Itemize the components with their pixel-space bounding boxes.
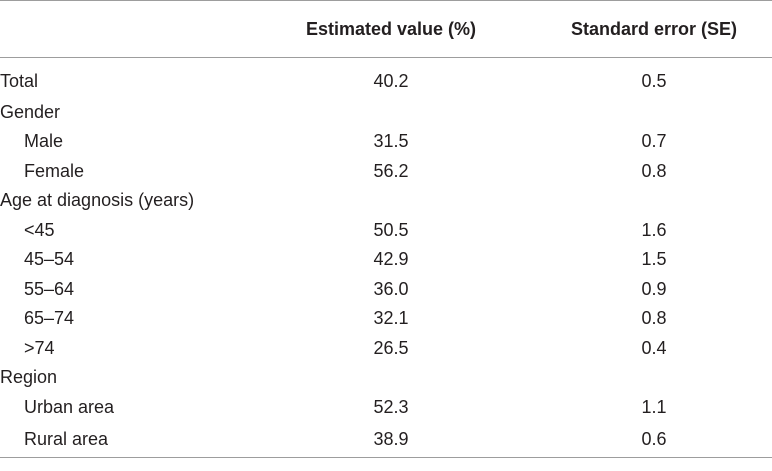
row-label: Male — [24, 131, 64, 152]
row-se: 0.8 — [641, 160, 667, 181]
row-se: 1.5 — [641, 249, 667, 270]
table-row: Gender — [0, 98, 772, 128]
table-row: <45 50.5 1.6 — [0, 216, 772, 246]
table-row: 65–74 32.1 0.8 — [0, 304, 772, 334]
row-estimate — [246, 363, 536, 393]
table-row: 45–54 42.9 1.5 — [0, 245, 772, 275]
row-label: Region — [0, 367, 58, 388]
estimates-table: Estimated value (%) Standard error (SE) … — [0, 0, 772, 458]
row-label: <45 — [24, 219, 55, 240]
row-label: 45–54 — [24, 249, 75, 270]
row-label: Total — [0, 71, 39, 92]
row-se: 1.6 — [641, 219, 667, 240]
row-se: 0.5 — [641, 71, 667, 92]
table-row: Female 56.2 0.8 — [0, 157, 772, 187]
row-estimate: 31.5 — [373, 131, 409, 152]
header-row: Estimated value (%) Standard error (SE) — [0, 0, 772, 58]
table-row: Total 40.2 0.5 — [0, 58, 772, 98]
table-row: Male 31.5 0.7 — [0, 127, 772, 157]
row-estimate — [246, 98, 536, 128]
row-label: Female — [24, 160, 85, 181]
table-body: Total 40.2 0.5 Gender Male 31.5 0.7 Fema… — [0, 58, 772, 458]
row-estimate: 40.2 — [373, 71, 409, 92]
row-se — [536, 98, 772, 128]
header-standard-error: Standard error (SE) — [536, 0, 772, 58]
table-row: >74 26.5 0.4 — [0, 334, 772, 364]
row-se: 0.6 — [536, 422, 772, 458]
row-se: 1.1 — [641, 396, 667, 417]
row-estimate: 32.1 — [373, 308, 409, 329]
row-estimate — [246, 186, 536, 216]
table-header: Estimated value (%) Standard error (SE) — [0, 0, 772, 58]
row-estimate: 52.3 — [373, 396, 409, 417]
row-estimate: 50.5 — [373, 219, 409, 240]
row-se — [536, 186, 772, 216]
table-row: Age at diagnosis (years) — [0, 186, 772, 216]
row-label: Age at diagnosis (years) — [0, 190, 195, 211]
row-se: 0.7 — [641, 131, 667, 152]
row-estimate: 56.2 — [373, 160, 409, 181]
header-label — [0, 0, 246, 58]
row-se: 0.4 — [641, 337, 667, 358]
row-label: Gender — [0, 101, 61, 122]
row-label: >74 — [24, 337, 55, 358]
row-label: Rural area — [0, 422, 246, 458]
row-se: 0.9 — [641, 278, 667, 299]
row-se — [536, 363, 772, 393]
row-estimate: 42.9 — [373, 249, 409, 270]
row-estimate: 38.9 — [246, 422, 536, 458]
row-estimate: 26.5 — [373, 337, 409, 358]
row-label: 55–64 — [24, 278, 75, 299]
row-label: 65–74 — [24, 308, 75, 329]
row-se: 0.8 — [641, 308, 667, 329]
table-row: Urban area 52.3 1.1 — [0, 393, 772, 423]
header-estimated-value: Estimated value (%) — [246, 0, 536, 58]
row-label: Urban area — [24, 396, 115, 417]
table-row: Region — [0, 363, 772, 393]
table-row: Rural area 38.9 0.6 — [0, 422, 772, 458]
row-estimate: 36.0 — [373, 278, 409, 299]
table-row: 55–64 36.0 0.9 — [0, 275, 772, 305]
